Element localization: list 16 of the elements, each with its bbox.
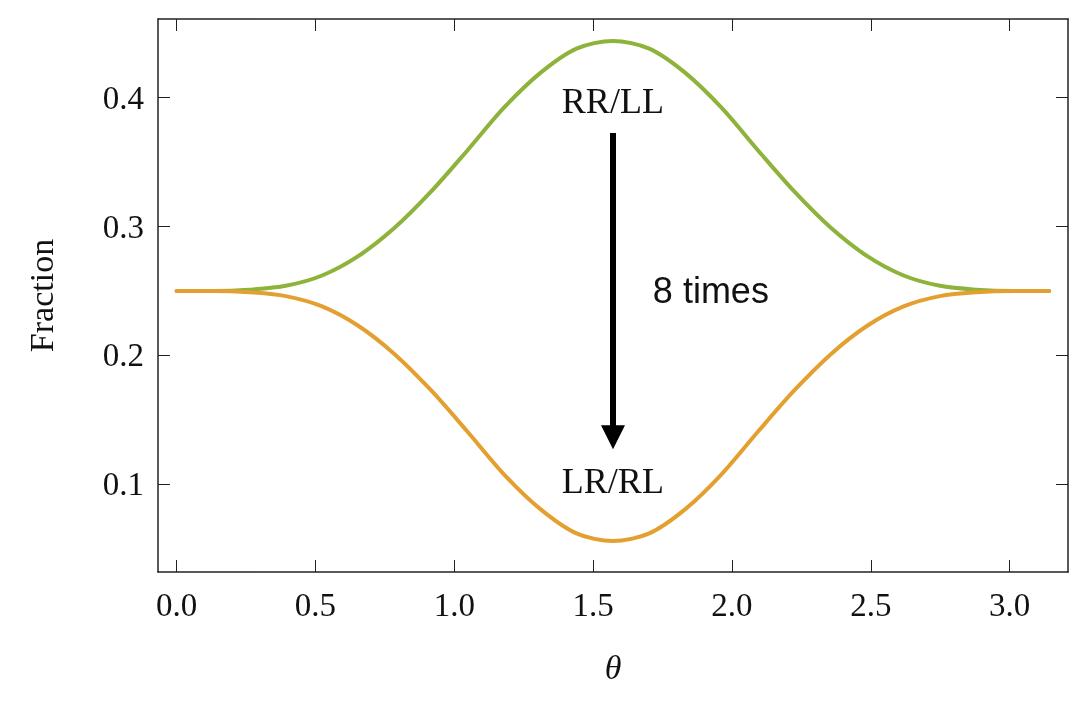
- x-tick-label: 3.0: [989, 586, 1031, 623]
- annotation: 8 times: [652, 270, 769, 312]
- series-label: RR/LL: [561, 80, 664, 121]
- x-tick-label: 2.5: [850, 586, 892, 623]
- x-tick-label: 1.5: [572, 586, 614, 623]
- y-tick-label: 0.4: [102, 79, 144, 116]
- x-tick-label: 0.5: [294, 586, 337, 623]
- x-tick-label: 2.0: [711, 586, 753, 623]
- x-axis-title: θ: [604, 648, 622, 686]
- y-axis-title: Fraction: [22, 238, 60, 353]
- x-tick-label: 0.0: [155, 586, 198, 623]
- y-tick-label: 0.3: [102, 208, 144, 245]
- y-tick-label: 0.2: [102, 337, 144, 374]
- y-tick-label: 0.1: [102, 466, 144, 503]
- x-tick-label: 1.0: [433, 586, 475, 623]
- series-label: LR/RL: [561, 461, 664, 502]
